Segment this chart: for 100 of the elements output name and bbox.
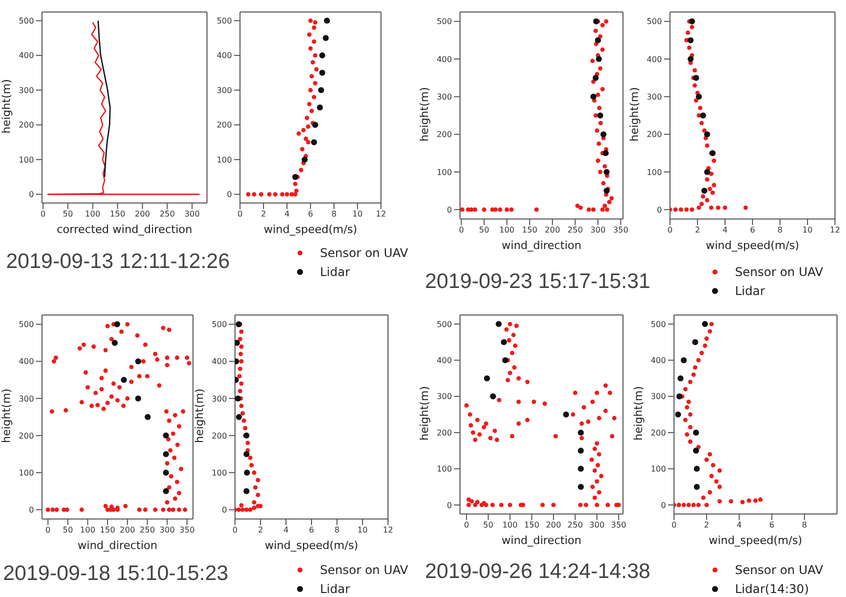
point: [586, 207, 592, 212]
x-tick-label: 50: [62, 526, 73, 535]
point: [604, 19, 608, 24]
x-tick-label: 100: [85, 210, 100, 219]
point: [256, 492, 260, 498]
y-tick-label: 100: [216, 155, 232, 164]
point: [318, 87, 324, 94]
point: [324, 18, 330, 24]
y-axis-title: height(m): [0, 388, 13, 443]
y-tick-label: 100: [212, 468, 227, 478]
point: [322, 35, 329, 42]
point: [682, 502, 686, 508]
y-tick-label: 500: [646, 17, 662, 26]
x-axis-title: wind_speed(m/s): [264, 539, 358, 552]
x-tick-label: 6: [308, 210, 314, 219]
x-axis-title: wind_speed(m/s): [706, 239, 800, 252]
y-tick-label: 100: [646, 168, 662, 177]
point: [699, 202, 704, 206]
y-tick-label: 500: [436, 320, 452, 329]
x-tick-label: 12: [376, 210, 386, 219]
point: [578, 206, 583, 210]
point: [312, 94, 316, 100]
point: [683, 386, 688, 392]
legend-label: Lidar: [320, 582, 350, 596]
point: [717, 468, 722, 473]
point: [301, 128, 306, 132]
y-tick-label: 500: [212, 320, 227, 330]
point: [717, 484, 722, 490]
point: [698, 106, 702, 110]
point: [236, 508, 242, 512]
legend-label: Sensor on UAV: [735, 264, 824, 278]
y-tick-label: 0: [222, 506, 227, 515]
x-tick-label: 200: [120, 526, 136, 535]
x-tick-label: 200: [134, 210, 150, 219]
point: [596, 56, 602, 62]
x-tick-label: 100: [80, 526, 96, 535]
point: [700, 194, 706, 199]
point: [252, 500, 256, 505]
x-tick-label: 0: [671, 520, 677, 530]
point: [267, 192, 272, 197]
point: [594, 37, 601, 44]
point: [709, 474, 714, 478]
point: [593, 28, 598, 34]
point: [590, 94, 596, 100]
point: [708, 490, 712, 494]
point: [273, 192, 278, 197]
point: [676, 393, 682, 400]
x-tick-label: 0: [40, 210, 46, 219]
point: [688, 412, 692, 417]
point: [596, 142, 602, 146]
legend-label: Sensor on UAV: [320, 562, 408, 576]
point: [604, 168, 610, 175]
y-tick-label: 300: [216, 86, 232, 95]
point: [292, 174, 298, 180]
y-tick-label: 400: [650, 356, 666, 366]
x-axis-title: wind_speed(m/s): [264, 223, 358, 236]
point: [696, 94, 702, 100]
point: [243, 451, 250, 458]
point: [602, 150, 609, 156]
point: [246, 440, 250, 446]
point: [162, 488, 169, 494]
point: [684, 432, 690, 437]
point: [689, 18, 695, 24]
x-tick-label: 150: [100, 526, 116, 535]
point: [309, 74, 314, 78]
point: [693, 448, 700, 454]
point: [239, 404, 244, 408]
point: [243, 426, 248, 430]
y-tick-label: 400: [436, 54, 452, 64]
x-tick-label: 100: [499, 226, 515, 235]
point: [688, 424, 692, 430]
point: [593, 18, 600, 24]
point: [252, 470, 256, 475]
y-tick-label: 400: [216, 51, 232, 60]
point: [578, 448, 584, 454]
point: [597, 112, 604, 118]
point: [678, 375, 684, 382]
point: [239, 503, 244, 508]
point: [746, 498, 752, 503]
y-axis-title: height(m): [418, 386, 431, 440]
point: [693, 430, 700, 436]
point: [708, 329, 712, 334]
point: [700, 112, 706, 118]
point: [683, 418, 688, 422]
point: [709, 322, 714, 326]
point: [239, 381, 244, 386]
point: [248, 456, 252, 460]
x-tick-label: 4: [283, 526, 289, 535]
y-tick-label: 500: [18, 16, 34, 26]
point: [692, 68, 697, 73]
point: [293, 182, 298, 186]
point: [686, 502, 691, 508]
point: [758, 497, 763, 502]
point: [162, 432, 169, 439]
x-tick-label: 0: [667, 226, 673, 235]
x-tick-label: 200: [546, 520, 562, 530]
y-axis-title: height(m): [0, 79, 13, 134]
point: [249, 463, 254, 468]
point: [704, 458, 709, 462]
point: [307, 32, 312, 37]
